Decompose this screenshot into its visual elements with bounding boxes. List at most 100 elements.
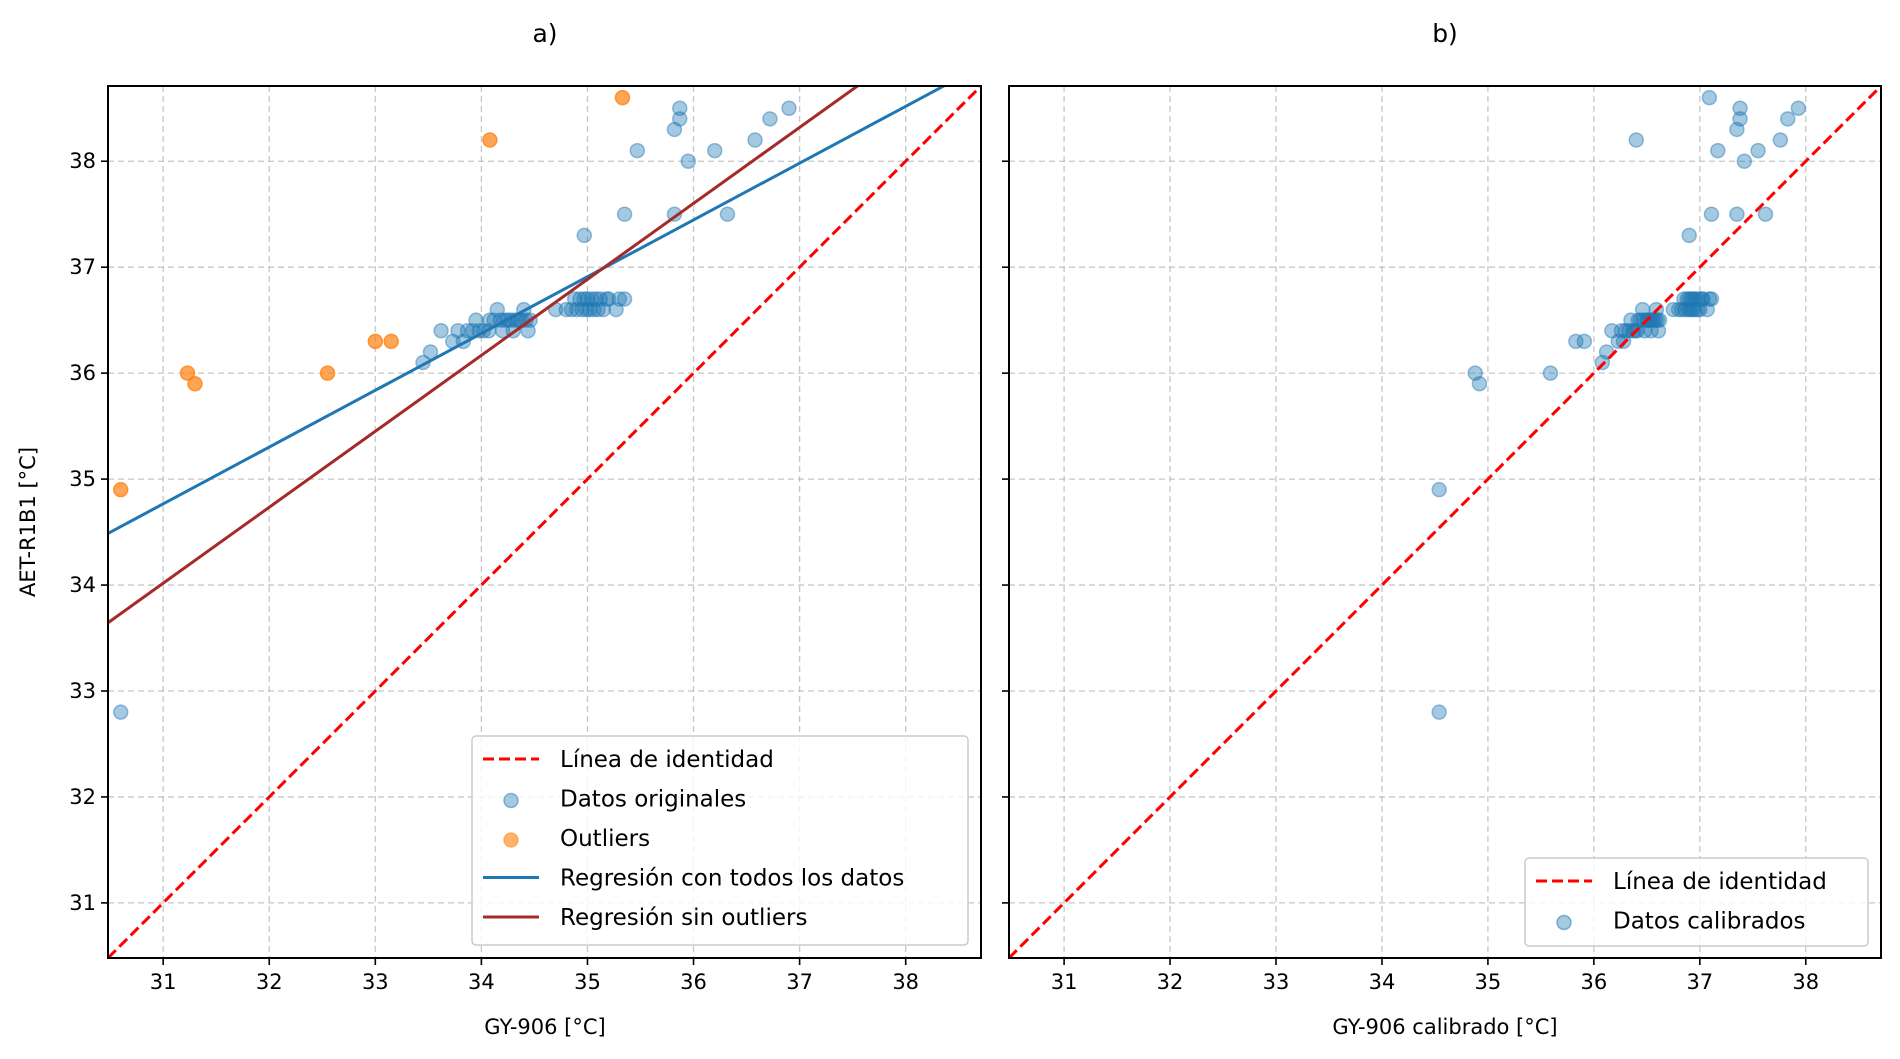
regression-line: [108, 86, 861, 624]
data-point: [1692, 301, 1708, 318]
data-point: [1680, 301, 1696, 318]
data-point: [616, 291, 633, 307]
data-point: [569, 301, 585, 318]
data-point: [578, 301, 595, 318]
data-point: [1729, 121, 1745, 138]
data-point: [592, 291, 608, 307]
y-tick-label: 38: [69, 149, 96, 173]
identity-line: [108, 86, 981, 958]
data-point: [459, 323, 476, 339]
panel-b-xlabel: GY-906 calibrado [°C]: [1332, 1015, 1557, 1039]
data-point: [1679, 291, 1695, 307]
panel-a-title: a): [532, 19, 557, 48]
x-tick-label: 35: [1475, 970, 1502, 994]
data-point: [1790, 100, 1807, 117]
data-point: [1649, 312, 1666, 328]
x-tick-label: 37: [786, 970, 813, 994]
data-point: [1674, 301, 1690, 318]
data-point: [707, 142, 723, 159]
panel-a-marks: [108, 86, 981, 958]
data-point: [1650, 323, 1667, 339]
data-point: [1634, 301, 1651, 318]
panel-a: a) 31 32 33 34 35 36 37 38 31 32 33 34 35 36 37 38 GY-9…: [16, 19, 982, 1039]
x-tick-label: 36: [1580, 970, 1607, 994]
x-tick-label: 32: [256, 970, 283, 994]
data-point: [1682, 301, 1699, 318]
panel-b-title: b): [1432, 19, 1458, 48]
data-point: [1729, 206, 1745, 222]
x-tick-label: 33: [1263, 970, 1290, 994]
legend-marker-icon: [1556, 914, 1572, 931]
panel-a-ticks: 31 32 33 34 35 36 37 38 31 32 33 34 35 36 37 38: [69, 149, 919, 994]
legend-item: Outliers: [503, 826, 650, 852]
x-tick-label: 34: [468, 970, 495, 994]
panel-a-grid: [108, 86, 981, 958]
data-point: [558, 301, 574, 318]
x-tick-label: 37: [1686, 970, 1713, 994]
series-datos-calibrados: [1431, 89, 1807, 720]
y-tick-label: 34: [69, 573, 96, 597]
panel-a-frame: [107, 85, 982, 959]
data-point: [611, 291, 628, 307]
legend-label: Línea de identidad: [1613, 869, 1827, 895]
data-point: [629, 142, 646, 159]
legend-marker-icon: [503, 832, 519, 848]
data-point: [1772, 132, 1789, 148]
y-tick-label: 36: [69, 361, 96, 385]
data-point: [1643, 323, 1659, 339]
data-point: [1757, 206, 1774, 222]
data-point: [762, 111, 778, 127]
data-point: [616, 206, 633, 222]
data-point: [1467, 365, 1483, 381]
data-point: [468, 312, 484, 328]
data-point: [680, 153, 696, 169]
data-point: [1683, 291, 1700, 307]
data-point: [600, 291, 617, 307]
data-point: [666, 121, 683, 138]
legend-label: Línea de identidad: [560, 747, 774, 773]
panel-b: b) 31 32 33 34 35 36 37 38 GY-906 calibrado [°C…: [1002, 19, 1882, 1039]
data-point: [482, 312, 498, 328]
y-tick-label: 31: [69, 891, 96, 915]
data-point: [608, 301, 624, 318]
panel-a-ylabel: AET-R1B1 [°C]: [16, 447, 40, 597]
x-tick-label: 31: [150, 970, 177, 994]
legend-label: Datos originales: [560, 787, 746, 813]
panel-a-xlabel: GY-906 [°C]: [484, 1015, 605, 1039]
x-tick-label: 38: [892, 970, 919, 994]
data-point: [112, 704, 129, 720]
data-point: [1780, 111, 1796, 127]
data-point: [566, 291, 583, 307]
data-point: [671, 111, 688, 127]
data-point: [1689, 301, 1706, 318]
panel-a-legend: Línea de identidad Datos originales Outlie…: [471, 735, 969, 946]
data-point: [614, 89, 631, 106]
data-point: [1699, 301, 1715, 318]
x-tick-label: 33: [362, 970, 389, 994]
legend-item: Datos calibrados: [1556, 909, 1806, 935]
data-point: [586, 301, 602, 318]
legend-item: Datos originales: [503, 787, 746, 813]
data-point: [1681, 227, 1697, 244]
data-point: [574, 301, 590, 318]
y-tick-label: 35: [69, 467, 96, 491]
data-point: [187, 375, 203, 392]
data-point: [319, 365, 336, 381]
data-point: [1686, 301, 1703, 318]
data-point: [576, 291, 593, 307]
data-point: [671, 100, 688, 117]
data-point: [1471, 375, 1488, 392]
data-point: [1670, 301, 1687, 318]
legend-item: Regresión con todos los datos: [483, 866, 904, 892]
legend-item: Regresión sin outliers: [483, 905, 807, 931]
x-tick-label: 36: [680, 970, 707, 994]
panel-b-marks: [1009, 86, 1881, 958]
data-point: [433, 323, 449, 339]
panel-b-frame: [1008, 85, 1882, 959]
legend-item: Línea de identidad: [1536, 869, 1827, 895]
data-point: [598, 291, 615, 307]
data-point: [747, 132, 763, 148]
data-point: [1604, 323, 1620, 339]
data-point: [1576, 333, 1593, 350]
data-point: [1431, 481, 1447, 498]
